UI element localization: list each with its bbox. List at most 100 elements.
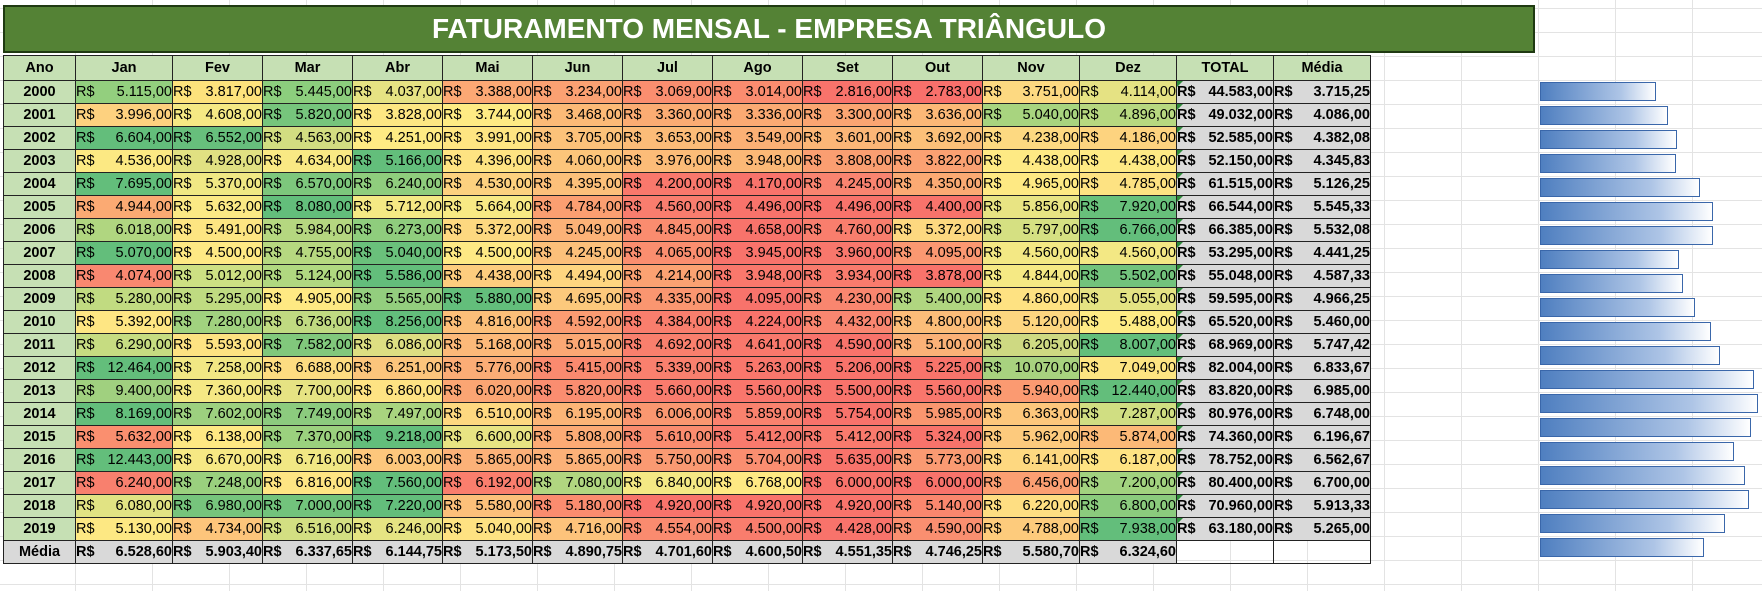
month-cell[interactable]: R$ 7.700,00: [262, 379, 353, 403]
month-cell[interactable]: R$ 6.736,00: [262, 310, 353, 334]
month-cell[interactable]: R$ 6.080,00: [75, 494, 173, 518]
month-cell[interactable]: R$ 5.797,00: [982, 218, 1080, 242]
month-cell[interactable]: R$ 5.560,00: [712, 379, 803, 403]
month-cell[interactable]: R$ 5.130,00: [75, 517, 173, 541]
month-cell[interactable]: R$ 5.962,00: [982, 425, 1080, 449]
month-cell[interactable]: R$ 5.370,00: [172, 172, 263, 196]
total-cell[interactable]: R$ 59.595,00: [1176, 287, 1274, 311]
month-cell[interactable]: R$ 4.074,00: [75, 264, 173, 288]
month-cell[interactable]: R$ 3.822,00: [892, 149, 983, 173]
month-cell[interactable]: R$ 4.928,00: [172, 149, 263, 173]
month-cell[interactable]: R$ 6.670,00: [172, 448, 263, 472]
month-cell[interactable]: R$ 4.530,00: [442, 172, 533, 196]
year-cell[interactable]: 2012: [3, 356, 76, 380]
month-cell[interactable]: R$ 6.516,00: [262, 517, 353, 541]
month-cell[interactable]: R$ 6.003,00: [352, 448, 443, 472]
month-cell[interactable]: R$ 3.808,00: [802, 149, 893, 173]
month-cell[interactable]: R$ 6.240,00: [75, 471, 173, 495]
average-cell[interactable]: R$ 6.562,67: [1273, 448, 1371, 472]
month-cell[interactable]: R$ 4.845,00: [622, 218, 713, 242]
month-cell[interactable]: R$ 4.335,00: [622, 287, 713, 311]
total-cell[interactable]: R$ 80.976,00: [1176, 402, 1274, 426]
month-cell[interactable]: R$ 7.582,00: [262, 333, 353, 357]
average-cell[interactable]: R$ 6.985,00: [1273, 379, 1371, 403]
month-cell[interactable]: R$ 7.000,00: [262, 494, 353, 518]
month-cell[interactable]: R$ 3.945,00: [712, 241, 803, 265]
month-cell[interactable]: R$ 5.632,00: [75, 425, 173, 449]
month-cell[interactable]: R$ 4.230,00: [802, 287, 893, 311]
total-cell[interactable]: R$ 49.032,00: [1176, 103, 1274, 127]
month-cell[interactable]: R$ 4.920,00: [622, 494, 713, 518]
month-cell[interactable]: R$ 5.773,00: [892, 448, 983, 472]
month-cell[interactable]: R$ 6.816,00: [262, 471, 353, 495]
month-cell[interactable]: R$ 4.095,00: [712, 287, 803, 311]
month-cell[interactable]: R$ 4.692,00: [622, 333, 713, 357]
year-cell[interactable]: 2004: [3, 172, 76, 196]
total-cell[interactable]: R$ 65.520,00: [1176, 310, 1274, 334]
month-cell[interactable]: R$ 3.014,00: [712, 80, 803, 104]
month-cell[interactable]: R$ 5.754,00: [802, 402, 893, 426]
month-cell[interactable]: R$ 4.785,00: [1079, 172, 1177, 196]
year-cell[interactable]: 2000: [3, 80, 76, 104]
month-cell[interactable]: R$ 7.560,00: [352, 471, 443, 495]
month-cell[interactable]: R$ 5.400,00: [892, 287, 983, 311]
year-cell[interactable]: 2002: [3, 126, 76, 150]
month-average-cell[interactable]: R$ 4.890,75: [532, 540, 623, 564]
month-cell[interactable]: R$ 4.400,00: [892, 195, 983, 219]
average-cell[interactable]: R$ 4.966,25: [1273, 287, 1371, 311]
month-cell[interactable]: R$ 5.776,00: [442, 356, 533, 380]
year-cell[interactable]: 2003: [3, 149, 76, 173]
month-cell[interactable]: R$ 4.438,00: [1079, 149, 1177, 173]
month-cell[interactable]: R$ 2.816,00: [802, 80, 893, 104]
month-average-cell[interactable]: R$ 6.528,60: [75, 540, 173, 564]
month-cell[interactable]: R$ 4.944,00: [75, 195, 173, 219]
month-cell[interactable]: R$ 5.180,00: [532, 494, 623, 518]
month-cell[interactable]: R$ 4.634,00: [262, 149, 353, 173]
month-cell[interactable]: R$ 6.363,00: [982, 402, 1080, 426]
month-cell[interactable]: R$ 12.464,00: [75, 356, 173, 380]
year-cell[interactable]: 2014: [3, 402, 76, 426]
month-cell[interactable]: R$ 6.240,00: [352, 172, 443, 196]
year-cell[interactable]: 2015: [3, 425, 76, 449]
month-cell[interactable]: R$ 5.412,00: [712, 425, 803, 449]
month-cell[interactable]: R$ 4.800,00: [892, 310, 983, 334]
month-cell[interactable]: R$ 3.468,00: [532, 103, 623, 127]
month-cell[interactable]: R$ 6.220,00: [982, 494, 1080, 518]
month-cell[interactable]: R$ 3.300,00: [802, 103, 893, 127]
month-cell[interactable]: R$ 3.991,00: [442, 126, 533, 150]
month-cell[interactable]: R$ 3.692,00: [892, 126, 983, 150]
month-average-cell[interactable]: R$ 5.903,40: [172, 540, 263, 564]
month-cell[interactable]: R$ 6.768,00: [712, 471, 803, 495]
month-cell[interactable]: R$ 4.844,00: [982, 264, 1080, 288]
month-cell[interactable]: R$ 4.432,00: [802, 310, 893, 334]
month-cell[interactable]: R$ 5.339,00: [622, 356, 713, 380]
month-cell[interactable]: R$ 4.860,00: [982, 287, 1080, 311]
month-cell[interactable]: R$ 7.920,00: [1079, 195, 1177, 219]
month-cell[interactable]: R$ 6.456,00: [982, 471, 1080, 495]
column-header-3[interactable]: Mar: [262, 55, 353, 81]
month-cell[interactable]: R$ 6.604,00: [75, 126, 173, 150]
month-cell[interactable]: R$ 4.396,00: [442, 149, 533, 173]
year-cell[interactable]: 2008: [3, 264, 76, 288]
month-cell[interactable]: R$ 5.856,00: [982, 195, 1080, 219]
month-cell[interactable]: R$ 5.565,00: [352, 287, 443, 311]
column-header-5[interactable]: Mai: [442, 55, 533, 81]
month-cell[interactable]: R$ 5.206,00: [802, 356, 893, 380]
month-cell[interactable]: R$ 4.496,00: [712, 195, 803, 219]
year-cell[interactable]: 2001: [3, 103, 76, 127]
month-cell[interactable]: R$ 6.187,00: [1079, 448, 1177, 472]
month-average-cell[interactable]: R$ 4.701,60: [622, 540, 713, 564]
column-header-6[interactable]: Jun: [532, 55, 623, 81]
average-cell[interactable]: R$ 5.545,33: [1273, 195, 1371, 219]
average-cell[interactable]: R$ 4.086,00: [1273, 103, 1371, 127]
month-cell[interactable]: R$ 3.948,00: [712, 149, 803, 173]
month-average-cell[interactable]: R$ 6.144,75: [352, 540, 443, 564]
total-cell[interactable]: R$ 63.180,00: [1176, 517, 1274, 541]
month-cell[interactable]: R$ 6.510,00: [442, 402, 533, 426]
month-cell[interactable]: R$ 5.372,00: [892, 218, 983, 242]
year-cell[interactable]: 2019: [3, 517, 76, 541]
month-cell[interactable]: R$ 5.632,00: [172, 195, 263, 219]
month-cell[interactable]: R$ 5.820,00: [262, 103, 353, 127]
month-cell[interactable]: R$ 4.428,00: [802, 517, 893, 541]
column-header-8[interactable]: Ago: [712, 55, 803, 81]
